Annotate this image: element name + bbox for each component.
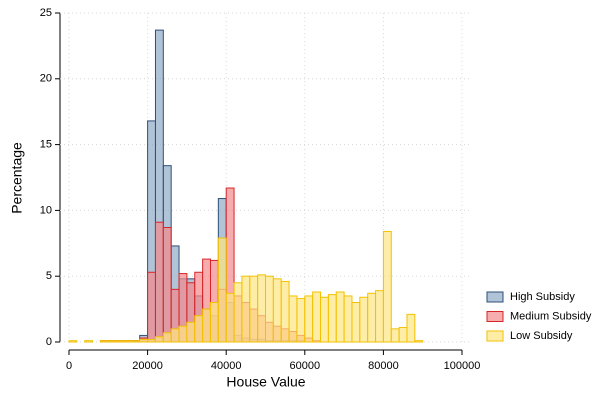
histogram-bar <box>327 294 337 343</box>
legend-swatch <box>486 291 504 303</box>
histogram-bar <box>343 295 353 343</box>
histogram-bar <box>115 340 125 343</box>
y-axis-label: Percentage <box>9 142 25 214</box>
histogram-bar <box>414 340 424 343</box>
histogram-bar <box>225 292 235 343</box>
histogram-bar <box>367 292 377 343</box>
legend-label: High Subsidy <box>510 291 575 303</box>
histogram-bar <box>304 295 314 343</box>
legend-swatch <box>486 330 504 342</box>
histogram-bar <box>257 274 267 343</box>
histogram-bar <box>249 275 259 343</box>
histogram-bar <box>288 295 298 343</box>
x-axis-label: House Value <box>226 374 305 390</box>
histogram-bar <box>123 340 133 343</box>
histogram-bar <box>68 340 78 343</box>
histogram-bar <box>99 340 109 343</box>
histogram-bar <box>209 302 219 343</box>
histogram-bar <box>147 338 156 343</box>
x-tick-label: 40000 <box>211 360 242 372</box>
histogram-bar <box>280 280 290 343</box>
y-tick-label: 25 <box>40 7 52 19</box>
y-tick-label: 10 <box>40 204 52 216</box>
histogram-bar <box>233 282 243 343</box>
histogram-bar <box>202 308 211 343</box>
histogram-bar <box>272 278 282 343</box>
histogram-bar <box>375 290 384 343</box>
legend-label: Medium Subsidy <box>510 310 592 322</box>
histogram-bar <box>296 298 306 343</box>
histogram-bar <box>154 336 164 343</box>
histogram-bar <box>217 237 227 343</box>
histogram-bar <box>194 315 204 343</box>
histogram-bar <box>398 327 408 343</box>
y-tick-label: 15 <box>40 139 52 151</box>
histogram-bar <box>265 275 274 343</box>
histogram-bar <box>406 313 416 343</box>
legend-label: Low Subsidy <box>510 330 573 342</box>
y-tick-label: 5 <box>46 270 52 282</box>
y-tick-label: 20 <box>40 73 52 85</box>
histogram-bar <box>241 275 251 343</box>
x-tick-label: 100000 <box>444 360 481 372</box>
histogram-bar <box>390 328 400 343</box>
histogram-bar <box>139 338 149 343</box>
histogram-bar <box>382 230 392 343</box>
x-tick-label: 20000 <box>132 360 163 372</box>
histogram-bar <box>351 302 361 343</box>
histogram-bar <box>162 332 172 343</box>
histogram-bar <box>162 227 172 343</box>
x-tick-label: 60000 <box>290 360 321 372</box>
histogram-bar <box>107 340 117 343</box>
histogram-bar <box>335 291 345 343</box>
y-tick-label: 0 <box>46 336 52 348</box>
histogram-bar <box>154 221 164 343</box>
histogram-bar <box>320 296 329 343</box>
histogram-bar <box>178 325 188 343</box>
histogram-bar <box>170 328 180 343</box>
legend-swatch <box>486 311 504 322</box>
x-tick-label: 0 <box>66 360 72 372</box>
histogram-bar <box>147 271 156 343</box>
histogram-bar <box>84 340 94 343</box>
histogram-bar <box>131 340 141 343</box>
histogram-bar <box>359 296 369 343</box>
x-tick-label: 80000 <box>368 360 399 372</box>
histogram-bar <box>186 321 196 343</box>
histogram-bar <box>312 291 322 343</box>
